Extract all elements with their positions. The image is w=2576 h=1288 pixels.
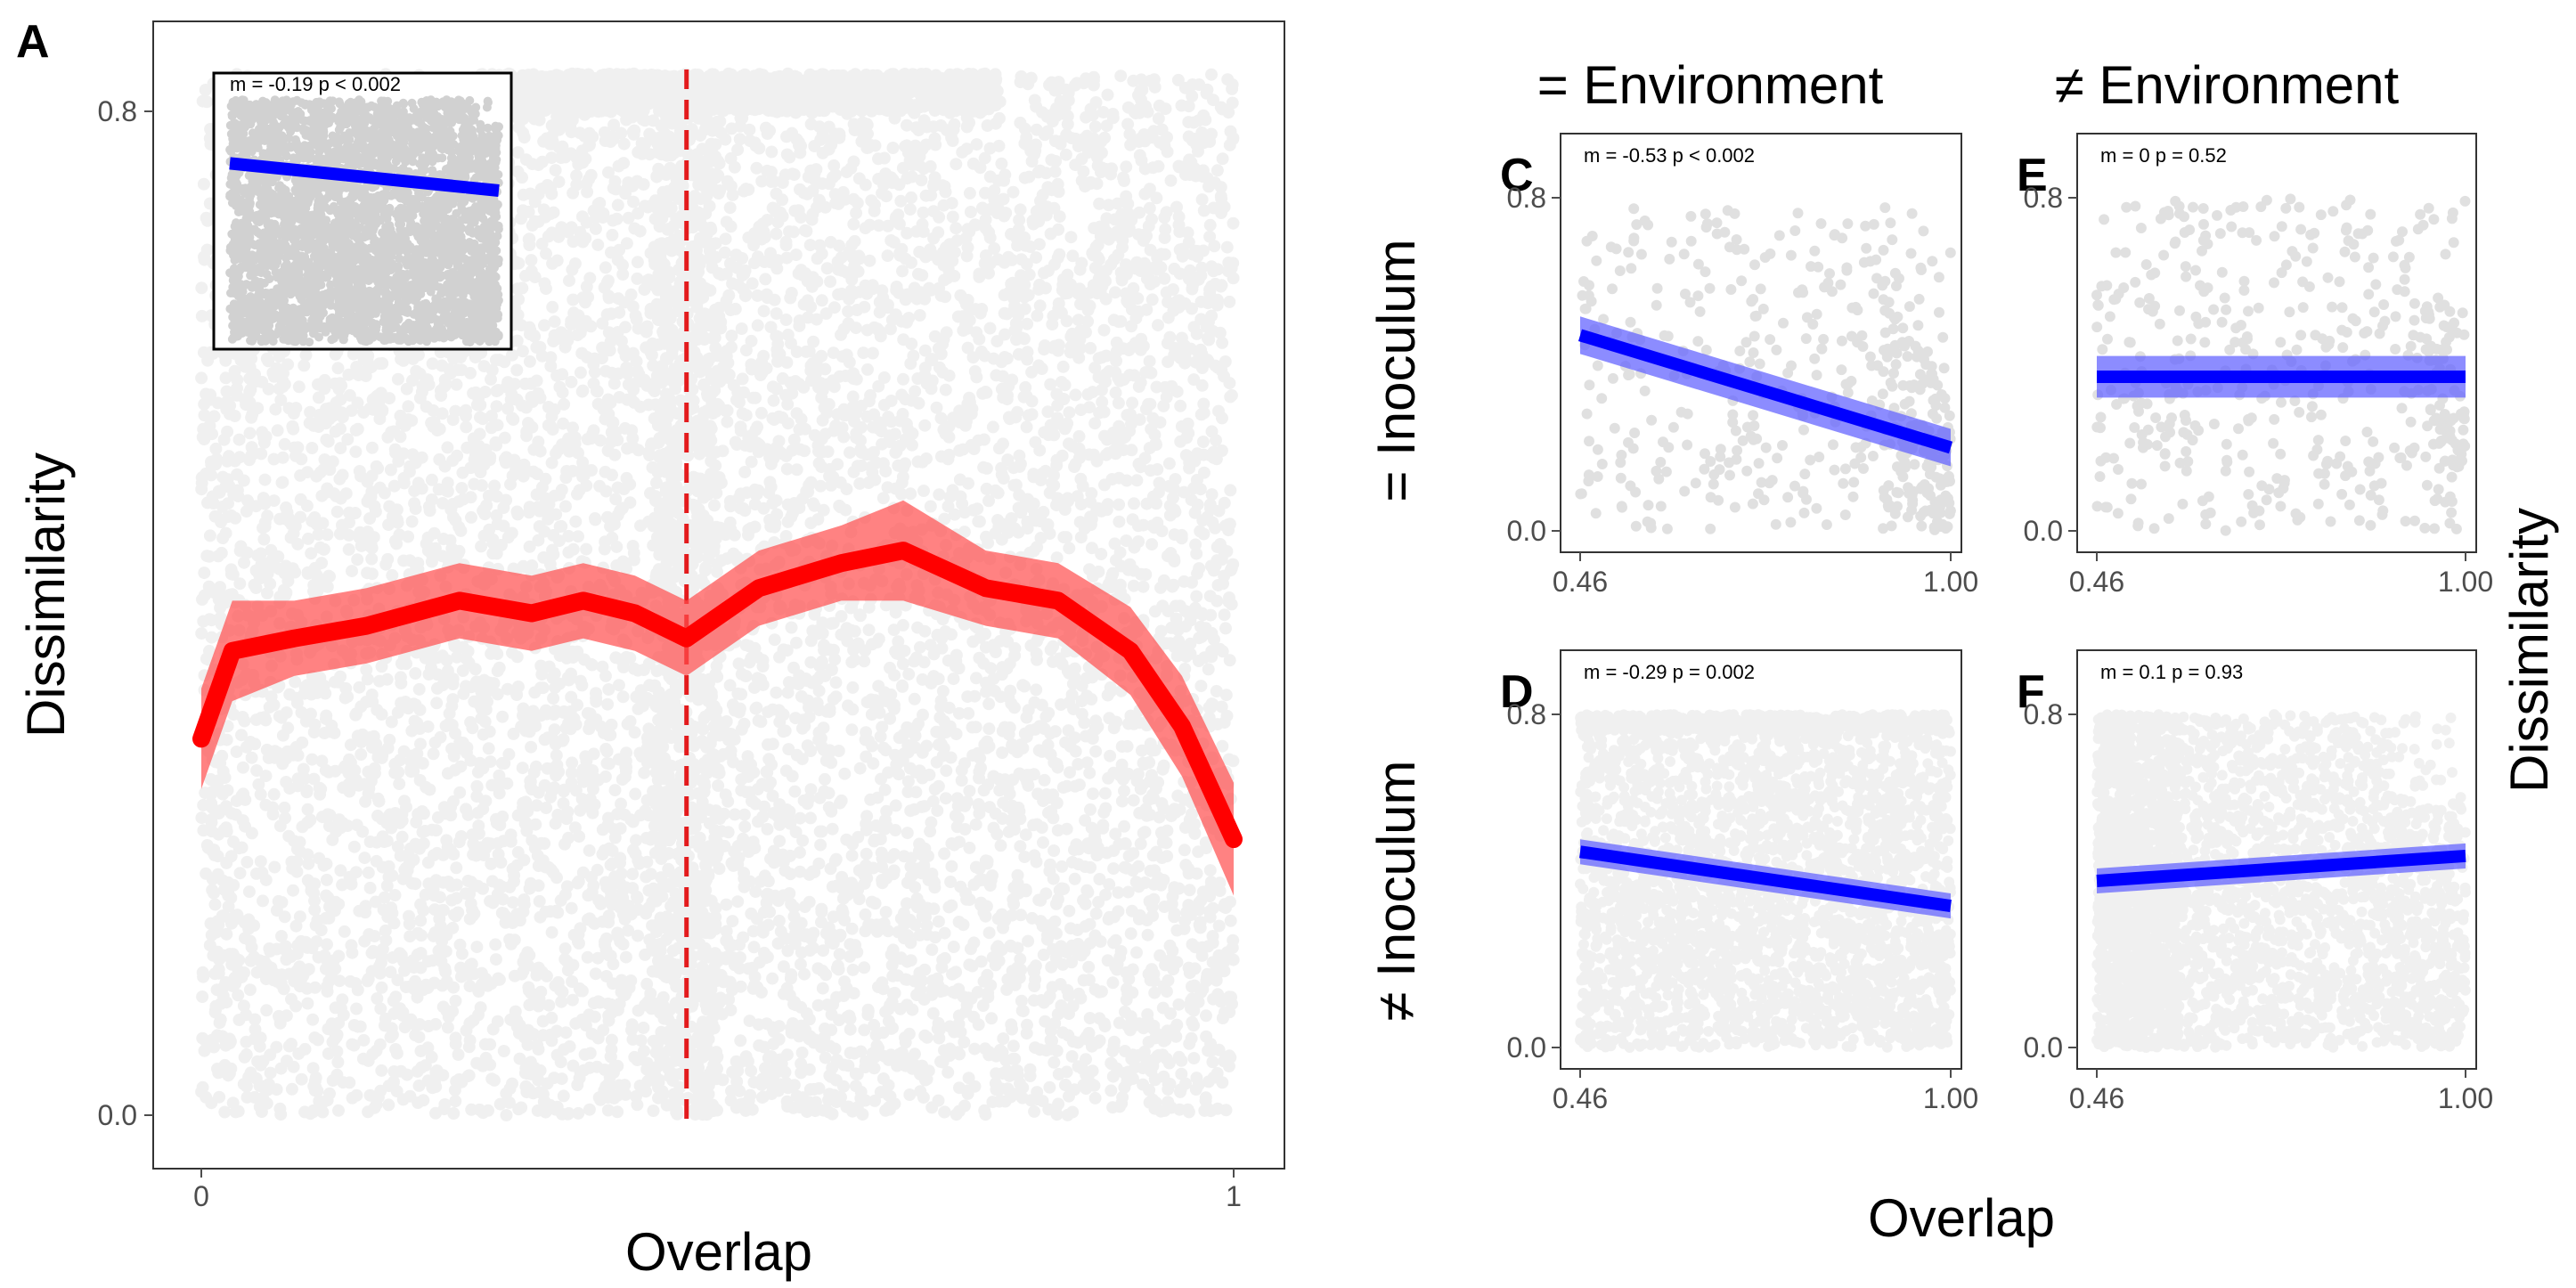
panel-a-xlabel: Overlap bbox=[625, 1222, 812, 1282]
panel-frame bbox=[2076, 133, 2477, 553]
y-tick-label: 0.8 bbox=[1507, 182, 1546, 214]
panel-annotation: m = -0.29 p = 0.002 bbox=[1584, 661, 1755, 683]
inset-fit-line bbox=[229, 157, 500, 197]
fit-line bbox=[2096, 849, 2466, 887]
column-title-same-environment: = Environment bbox=[1537, 55, 1884, 115]
inset-frame bbox=[212, 71, 513, 351]
row-title-different-inoculum: ≠ Inoculum bbox=[1366, 760, 1426, 1021]
panel-a-inset: m = -0.19 p < 0.002 bbox=[212, 71, 513, 351]
x-tick-label: 0.46 bbox=[2069, 566, 2124, 598]
x-tick-label: 1.00 bbox=[2438, 1082, 2493, 1114]
y-tick-label: 0.8 bbox=[2024, 182, 2063, 214]
inset-annotation: m = -0.19 p < 0.002 bbox=[230, 73, 401, 95]
shared-xlabel: Overlap bbox=[1868, 1188, 2055, 1248]
y-tick-label: 0.0 bbox=[1507, 515, 1546, 547]
shared-ylabel: Dissimilarity bbox=[2499, 508, 2559, 793]
scatter-points bbox=[2091, 709, 2471, 1053]
panel-a-loess-line bbox=[192, 542, 1243, 849]
panel-e: m = 0 p = 0.52 E 0.0 0.8 0.46 1.00 bbox=[2017, 133, 2493, 598]
y-tick-label: 0.8 bbox=[2024, 698, 2063, 730]
x-tick-label: 1.00 bbox=[1923, 566, 1978, 598]
y-tick-label: 0.0 bbox=[98, 1099, 137, 1131]
panel-a-label: A bbox=[16, 16, 50, 68]
y-tick-label: 0.0 bbox=[1507, 1031, 1546, 1064]
scatter-points bbox=[2091, 193, 2471, 536]
x-tick-label: 1.00 bbox=[2438, 566, 2493, 598]
column-title-different-environment: ≠ Environment bbox=[2055, 55, 2400, 115]
x-tick-label: 0.46 bbox=[1553, 1082, 1608, 1114]
x-tick-label: 1 bbox=[1226, 1180, 1242, 1212]
panel-a: m = -0.19 p < 0.002 0.0 0.8 0 1 A Overlap D… bbox=[16, 16, 1285, 1282]
x-tick-label: 1.00 bbox=[1923, 1082, 1978, 1114]
scatter-points bbox=[1575, 202, 1956, 535]
panel-annotation: m = 0 p = 0.52 bbox=[2100, 144, 2227, 167]
panel-label: C bbox=[1500, 150, 1534, 201]
fit-line bbox=[1578, 845, 1952, 912]
inset-scatter-points bbox=[225, 95, 503, 346]
panel-d: m = -0.29 p = 0.002 D 0.0 0.8 0.46 1.00 bbox=[1500, 649, 1978, 1114]
x-tick-label: 0 bbox=[193, 1180, 209, 1212]
panel-a-ylabel: Dissimilarity bbox=[16, 452, 76, 738]
y-tick-label: 0.8 bbox=[1507, 698, 1546, 730]
panel-label: E bbox=[2017, 150, 2048, 201]
panel-f: m = 0.1 p = 0.93 F 0.0 0.8 0.46 1.00 bbox=[2017, 649, 2493, 1114]
y-tick-label: 0.0 bbox=[2024, 515, 2063, 547]
panel-label: D bbox=[1500, 666, 1534, 718]
row-title-same-inoculum: = Inoculum bbox=[1366, 239, 1426, 501]
panel-annotation: m = -0.53 p < 0.002 bbox=[1584, 144, 1755, 167]
panel-annotation: m = 0.1 p = 0.93 bbox=[2100, 661, 2243, 683]
x-tick-label: 0.46 bbox=[2069, 1082, 2124, 1114]
y-tick-label: 0.0 bbox=[2024, 1031, 2063, 1064]
panel-c: m = -0.53 p < 0.002 C 0.0 0.8 0.46 1.00 bbox=[1500, 133, 1978, 598]
panel-label: F bbox=[2017, 666, 2045, 718]
y-tick-label: 0.8 bbox=[98, 95, 137, 127]
fit-line bbox=[1577, 329, 1953, 454]
panel-a-axes: 0.0 0.8 0 1 bbox=[98, 95, 1242, 1212]
x-tick-label: 0.46 bbox=[1553, 566, 1608, 598]
inset-points bbox=[225, 95, 503, 346]
